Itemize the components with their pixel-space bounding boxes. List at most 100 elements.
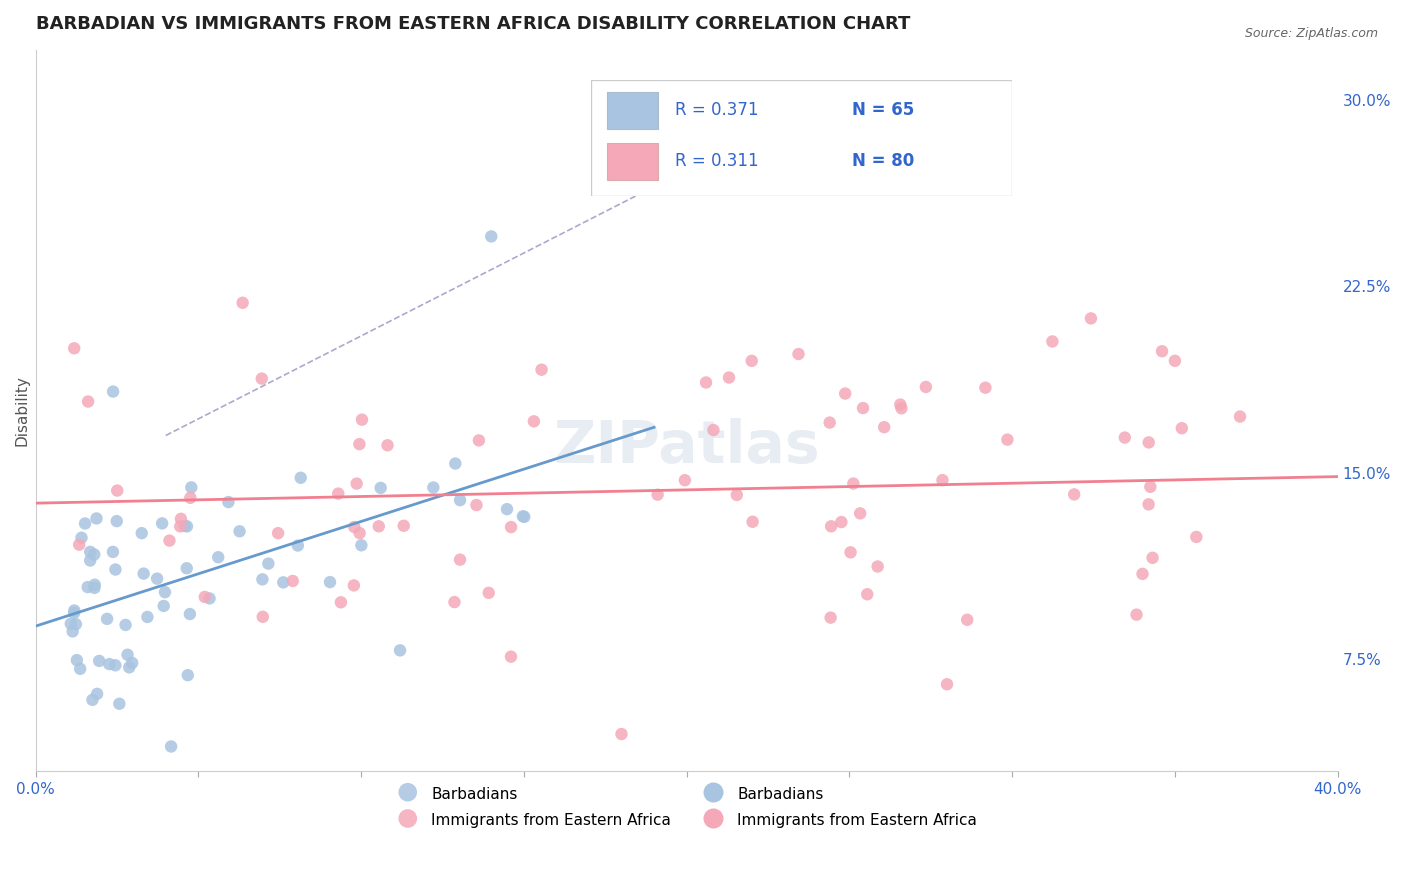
- Barbadians: [370, 481, 392, 495]
- Immigrants from Eastern Africa: [1185, 530, 1208, 544]
- Barbadians: [136, 610, 159, 624]
- Barbadians: [512, 509, 534, 524]
- Barbadians: [108, 697, 131, 711]
- Immigrants from Eastern Africa: [1164, 354, 1187, 368]
- Barbadians: [153, 585, 176, 599]
- Text: N = 65: N = 65: [852, 102, 914, 120]
- Immigrants from Eastern Africa: [349, 526, 371, 541]
- Immigrants from Eastern Africa: [499, 520, 522, 534]
- Immigrants from Eastern Africa: [741, 354, 763, 368]
- Barbadians: [180, 480, 202, 494]
- Barbadians: [59, 616, 82, 631]
- Immigrants from Eastern Africa: [499, 649, 522, 664]
- Immigrants from Eastern Africa: [1139, 480, 1161, 494]
- Barbadians: [69, 662, 91, 676]
- Immigrants from Eastern Africa: [673, 473, 696, 487]
- Immigrants from Eastern Africa: [1137, 497, 1160, 511]
- Barbadians: [121, 656, 143, 670]
- Immigrants from Eastern Africa: [889, 398, 911, 412]
- Barbadians: [422, 481, 444, 495]
- Immigrants from Eastern Africa: [530, 362, 553, 376]
- Barbadians: [479, 229, 502, 244]
- Immigrants from Eastern Africa: [1150, 344, 1173, 359]
- Immigrants from Eastern Africa: [873, 420, 896, 434]
- Immigrants from Eastern Africa: [1137, 435, 1160, 450]
- Immigrants from Eastern Africa: [377, 438, 399, 452]
- Barbadians: [104, 562, 127, 576]
- Barbadians: [83, 578, 105, 592]
- Barbadians: [146, 572, 169, 586]
- Immigrants from Eastern Africa: [820, 519, 842, 533]
- Immigrants from Eastern Africa: [931, 473, 953, 487]
- Immigrants from Eastern Africa: [997, 433, 1019, 447]
- Barbadians: [350, 538, 373, 552]
- Immigrants from Eastern Africa: [346, 476, 368, 491]
- Barbadians: [449, 493, 471, 508]
- Barbadians: [105, 514, 128, 528]
- Barbadians: [174, 519, 197, 533]
- Immigrants from Eastern Africa: [1114, 431, 1136, 445]
- Immigrants from Eastern Africa: [77, 394, 100, 409]
- Immigrants from Eastern Africa: [856, 587, 879, 601]
- Immigrants from Eastern Africa: [367, 519, 389, 533]
- Immigrants from Eastern Africa: [1171, 421, 1194, 435]
- Barbadians: [96, 612, 118, 626]
- Barbadians: [83, 581, 105, 595]
- Immigrants from Eastern Africa: [449, 552, 471, 566]
- Immigrants from Eastern Africa: [915, 380, 938, 394]
- Barbadians: [257, 557, 280, 571]
- Immigrants from Eastern Africa: [281, 574, 304, 588]
- Barbadians: [150, 516, 173, 531]
- Immigrants from Eastern Africa: [956, 613, 979, 627]
- Barbadians: [177, 668, 200, 682]
- Immigrants from Eastern Africa: [1125, 607, 1147, 622]
- Immigrants from Eastern Africa: [842, 476, 865, 491]
- Immigrants from Eastern Africa: [830, 515, 852, 529]
- Immigrants from Eastern Africa: [478, 586, 501, 600]
- Barbadians: [73, 516, 96, 531]
- Immigrants from Eastern Africa: [465, 498, 488, 512]
- Immigrants from Eastern Africa: [63, 341, 86, 355]
- Barbadians: [63, 606, 86, 620]
- Barbadians: [82, 693, 104, 707]
- Immigrants from Eastern Africa: [170, 512, 193, 526]
- Immigrants from Eastern Africa: [718, 370, 741, 384]
- Barbadians: [62, 624, 84, 639]
- Immigrants from Eastern Africa: [787, 347, 810, 361]
- Barbadians: [101, 545, 124, 559]
- Barbadians: [63, 603, 86, 617]
- Text: ZIPatlas: ZIPatlas: [554, 418, 820, 475]
- Y-axis label: Disability: Disability: [15, 376, 30, 446]
- Barbadians: [66, 653, 89, 667]
- Immigrants from Eastern Africa: [849, 507, 872, 521]
- Barbadians: [228, 524, 250, 539]
- Barbadians: [104, 658, 127, 673]
- Immigrants from Eastern Africa: [252, 609, 274, 624]
- Barbadians: [65, 617, 87, 632]
- Immigrants from Eastern Africa: [194, 590, 217, 604]
- FancyBboxPatch shape: [607, 92, 658, 129]
- Barbadians: [252, 573, 274, 587]
- Barbadians: [179, 607, 201, 621]
- Immigrants from Eastern Africa: [1080, 311, 1102, 326]
- Barbadians: [79, 553, 101, 567]
- Immigrants from Eastern Africa: [443, 595, 465, 609]
- Barbadians: [117, 648, 139, 662]
- Immigrants from Eastern Africa: [852, 401, 875, 415]
- Barbadians: [89, 654, 111, 668]
- Immigrants from Eastern Africa: [936, 677, 959, 691]
- Immigrants from Eastern Africa: [974, 381, 997, 395]
- Immigrants from Eastern Africa: [1229, 409, 1251, 424]
- Text: Source: ZipAtlas.com: Source: ZipAtlas.com: [1244, 27, 1378, 40]
- Immigrants from Eastern Africa: [105, 483, 128, 498]
- Barbadians: [98, 657, 121, 671]
- Barbadians: [496, 502, 519, 516]
- Immigrants from Eastern Africa: [839, 545, 862, 559]
- Immigrants from Eastern Africa: [179, 491, 201, 505]
- Immigrants from Eastern Africa: [1042, 334, 1064, 349]
- Immigrants from Eastern Africa: [169, 519, 191, 533]
- Barbadians: [76, 580, 98, 594]
- Immigrants from Eastern Africa: [610, 727, 633, 741]
- Immigrants from Eastern Africa: [350, 412, 373, 426]
- Immigrants from Eastern Africa: [159, 533, 181, 548]
